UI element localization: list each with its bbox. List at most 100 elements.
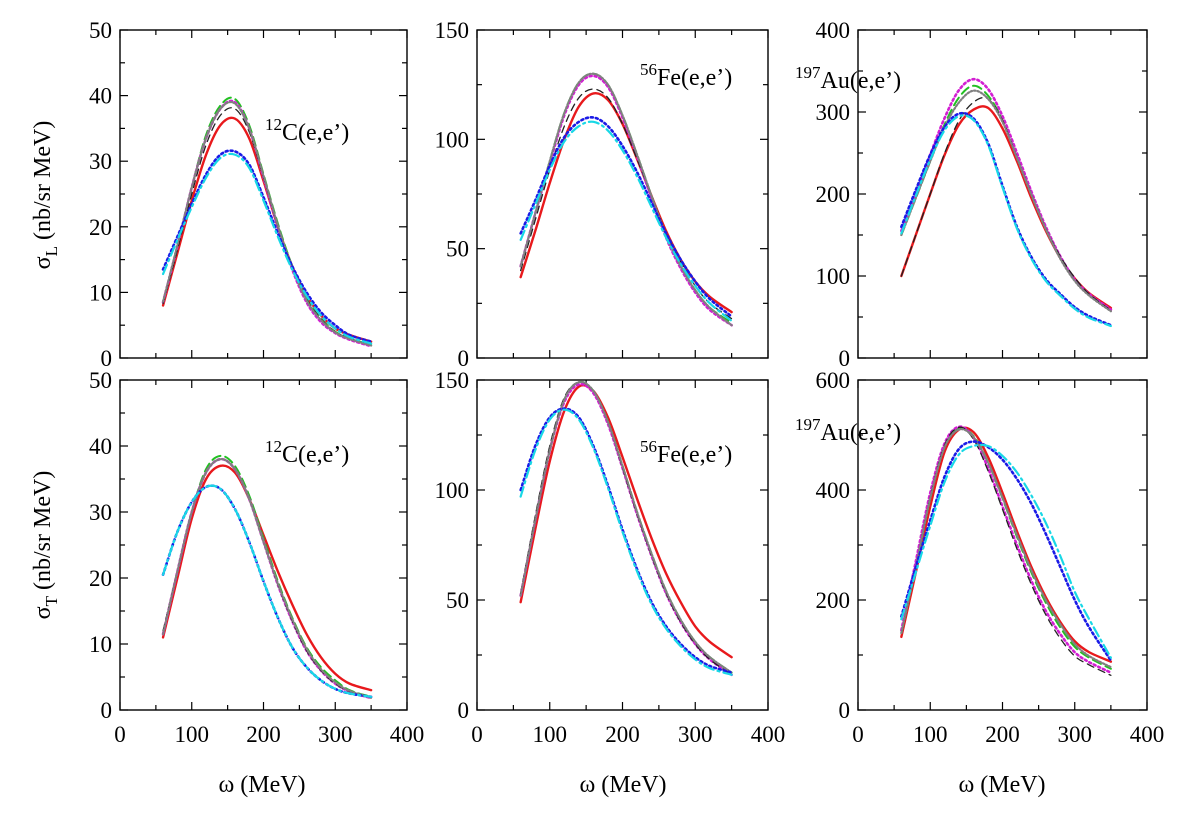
mass-number: 12 <box>265 437 282 456</box>
nucleus-label: 197Au(e,e’) <box>795 63 901 94</box>
x-tick-label: 0 <box>471 722 483 747</box>
curves-group <box>519 72 733 327</box>
y-tick-label: 0 <box>101 698 113 723</box>
x-tick-label: 0 <box>114 722 126 747</box>
mass-number: 12 <box>265 115 282 134</box>
nucleus-label: 12C(e,e’) <box>265 115 349 146</box>
series-dot-magenta <box>161 457 373 700</box>
panel-C-T: 0 10 20 30 40 50 0 100 200 300 400 12C(e,e’) <box>89 368 424 747</box>
y-tick-label: 0 <box>458 698 470 723</box>
curves-group <box>900 425 1113 676</box>
series-dash-black <box>520 381 733 676</box>
x-axis-title-col3: ω (MeV) <box>958 772 1045 798</box>
y-tick-label: 30 <box>89 149 112 174</box>
series-dashdot-cyan <box>519 408 733 676</box>
x-tick-label: 100 <box>913 722 948 747</box>
series-dot-blue <box>519 116 733 318</box>
nucleus-label: 56Fe(e,e’) <box>640 437 732 468</box>
series-solid-red <box>900 105 1113 310</box>
y-tick-label: 100 <box>435 478 470 503</box>
series-dashdot-cyan <box>161 484 373 698</box>
series-solid-red <box>161 464 373 692</box>
y-axis-title-T: σT (nb/sr MeV) <box>30 471 61 620</box>
subscript-L: L <box>42 246 61 256</box>
curves-group <box>161 454 373 700</box>
curves-group <box>519 380 733 677</box>
y-tick-label: 40 <box>89 434 112 459</box>
y-tick-label: 10 <box>89 632 112 657</box>
series-dot-gray <box>161 458 373 699</box>
panel-Fe-T: 0 50 100 150 0 100 200 300 400 56Fe(e,e’) <box>435 368 786 747</box>
curves-group <box>161 96 373 348</box>
series-dot-gray <box>161 100 373 347</box>
reaction-text: C(e,e’) <box>282 442 349 468</box>
curves-group <box>900 77 1113 328</box>
series-dot-magenta <box>900 425 1113 674</box>
series-dashdot-cyan <box>519 120 733 322</box>
panel-Fe-L: 0 50 100 150 56Fe(e,e’) <box>435 18 769 371</box>
plot-frame <box>857 379 1148 711</box>
y-tick-label: 50 <box>446 588 469 613</box>
x-axis-title-col1: ω (MeV) <box>218 772 305 798</box>
series-dot-blue <box>519 407 733 674</box>
svg-text:σL (nb/sr MeV): σL (nb/sr MeV) <box>30 121 61 270</box>
x-tick-label: 300 <box>1058 722 1093 747</box>
y-tick-label: 150 <box>435 18 470 43</box>
x-tick-label: 300 <box>318 722 353 747</box>
y-tick-label: 100 <box>816 264 851 289</box>
series-dashdot-cyan <box>161 152 373 345</box>
sigma-symbol-L: σ <box>30 256 56 269</box>
y-tick-label: 0 <box>101 346 113 371</box>
y-tick-label: 150 <box>435 368 470 393</box>
nucleus-label: 12C(e,e’) <box>265 437 349 468</box>
y-tick-label: 600 <box>816 368 851 393</box>
mass-number: 197 <box>795 63 821 82</box>
series-dot-gray <box>519 72 733 327</box>
x-tick-label: 200 <box>246 722 281 747</box>
y-tick-label: 10 <box>89 280 112 305</box>
mass-number: 197 <box>795 415 821 434</box>
panel-Au-T: 0 200 400 600 0 100 200 300 400 197Au(e,e’) <box>795 368 1164 747</box>
y-tick-label: 100 <box>435 127 470 152</box>
x-axis-title-col2: ω (MeV) <box>579 772 666 798</box>
y-tick-label: 400 <box>816 478 851 503</box>
sigma-symbol-T: σ <box>30 606 56 619</box>
series-dot-gray <box>519 380 733 674</box>
series-dot-blue <box>161 149 373 343</box>
y-tick-label: 0 <box>839 346 851 371</box>
subscript-T: T <box>42 595 61 606</box>
y-tick-label: 200 <box>816 182 851 207</box>
series-solid-red <box>519 383 733 659</box>
y-tick-label: 40 <box>89 84 112 109</box>
units-L: (nb/sr MeV) <box>30 121 56 240</box>
y-tick-label: 0 <box>839 698 851 723</box>
panel-C-L: 0 10 20 30 40 50 12C(e,e’) <box>89 18 408 371</box>
x-tick-label: 400 <box>390 722 425 747</box>
x-tick-label: 300 <box>678 722 713 747</box>
x-tick-label: 0 <box>852 722 864 747</box>
series-dashdot-cyan <box>900 114 1112 328</box>
reaction-text: Fe(e,e’) <box>657 442 732 468</box>
reaction-text: Fe(e,e’) <box>657 65 732 91</box>
svg-text:σT (nb/sr MeV): σT (nb/sr MeV) <box>30 471 61 620</box>
y-tick-label: 0 <box>458 346 470 371</box>
y-tick-label: 50 <box>89 18 112 43</box>
y-axis-title-L: σL (nb/sr MeV) <box>30 121 61 270</box>
x-tick-label: 100 <box>533 722 568 747</box>
y-tick-label: 50 <box>89 368 112 393</box>
y-tick-label: 50 <box>446 237 469 262</box>
x-tick-label: 100 <box>175 722 210 747</box>
nucleus-label: 56Fe(e,e’) <box>640 60 732 91</box>
y-tick-label: 400 <box>816 18 851 43</box>
x-tick-label: 200 <box>605 722 640 747</box>
reaction-text: Au(e,e’) <box>821 68 902 94</box>
x-tick-label: 200 <box>985 722 1020 747</box>
x-tick-label: 400 <box>751 722 786 747</box>
panel-Au-L: 0 100 200 300 400 197Au(e,e’) <box>795 18 1148 371</box>
units-T: (nb/sr MeV) <box>30 471 56 590</box>
series-solid-red <box>161 116 373 343</box>
mass-number: 56 <box>640 437 657 456</box>
y-tick-label: 20 <box>89 566 112 591</box>
reaction-text: Au(e,e’) <box>821 420 902 446</box>
series-solid-red <box>900 426 1113 663</box>
